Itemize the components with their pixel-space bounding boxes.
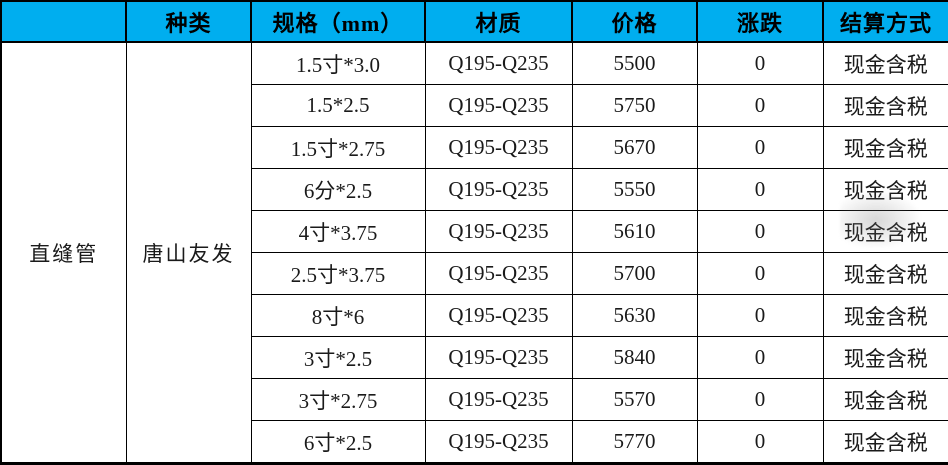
settlement-cell: 现金含税 [822, 84, 948, 127]
spec-cell: 3寸*2.5 [250, 336, 426, 379]
table-row: 8寸*6 Q195-Q235 5630 0 现金含税 [1, 294, 948, 337]
change-cell: 0 [696, 84, 824, 127]
table-row: 4寸*3.75 Q195-Q235 5610 0 现金含税 [1, 210, 948, 253]
table-row: 3寸*2.75 Q195-Q235 5570 0 现金含税 [1, 378, 948, 421]
price-cell: 5610 [571, 210, 698, 253]
table-row: 3寸*2.5 Q195-Q235 5840 0 现金含税 [1, 336, 948, 379]
spec-cell: 6分*2.5 [250, 168, 426, 211]
change-cell: 0 [696, 378, 824, 421]
change-cell: 0 [696, 336, 824, 379]
price-cell: 5700 [571, 252, 698, 295]
price-cell: 5840 [571, 336, 698, 379]
table-row: 6分*2.5 Q195-Q235 5550 0 现金含税 [1, 168, 948, 211]
header-cell-blank [0, 0, 127, 43]
material-cell: Q195-Q235 [424, 294, 573, 337]
header-cell-change: 涨跌 [696, 0, 824, 43]
header-row: 种类 规格（mm） 材质 价格 涨跌 结算方式 [0, 0, 948, 43]
material-cell: Q195-Q235 [424, 210, 573, 253]
change-cell: 0 [696, 210, 824, 253]
spec-cell: 1.5*2.5 [250, 84, 426, 127]
price-cell: 5570 [571, 378, 698, 421]
spec-cell: 1.5寸*2.75 [250, 126, 426, 169]
table-row: 1.5*2.5 Q195-Q235 5750 0 现金含税 [1, 84, 948, 127]
header-cell-type: 种类 [125, 0, 252, 43]
price-cell: 5550 [571, 168, 698, 211]
settlement-cell: 现金含税 [822, 41, 948, 85]
settlement-cell: 现金含税 [822, 336, 948, 379]
header-cell-price: 价格 [571, 0, 698, 43]
settlement-cell: 现金含税 [822, 210, 948, 253]
price-cell: 5770 [571, 420, 698, 464]
change-cell: 0 [696, 252, 824, 295]
price-cell: 5500 [571, 41, 698, 85]
table-header: 种类 规格（mm） 材质 价格 涨跌 结算方式 [0, 0, 948, 43]
change-cell: 0 [696, 41, 824, 85]
header-cell-settlement: 结算方式 [822, 0, 948, 43]
spec-cell: 1.5寸*3.0 [250, 41, 426, 85]
change-cell: 0 [696, 294, 824, 337]
header-cell-spec: 规格（mm） [250, 0, 426, 43]
settlement-cell: 现金含税 [822, 420, 948, 464]
price-cell: 5630 [571, 294, 698, 337]
material-cell: Q195-Q235 [424, 126, 573, 169]
change-cell: 0 [696, 420, 824, 464]
brand-cell: 唐山友发 [125, 41, 252, 464]
price-cell: 5670 [571, 126, 698, 169]
material-cell: Q195-Q235 [424, 168, 573, 211]
table-body: 直缝管 唐山友发 1.5寸*3.0 Q195-Q235 5500 0 现金含税 … [0, 41, 948, 464]
settlement-cell: 现金含税 [822, 126, 948, 169]
change-cell: 0 [696, 168, 824, 211]
material-cell: Q195-Q235 [424, 378, 573, 421]
spec-cell: 8寸*6 [250, 294, 426, 337]
price-cell: 5750 [571, 84, 698, 127]
spec-cell: 6寸*2.5 [250, 420, 426, 464]
spec-cell: 2.5寸*3.75 [250, 252, 426, 295]
material-cell: Q195-Q235 [424, 41, 573, 85]
category-cell: 直缝管 [0, 41, 127, 464]
material-cell: Q195-Q235 [424, 84, 573, 127]
material-cell: Q195-Q235 [424, 420, 573, 464]
settlement-cell: 现金含税 [822, 252, 948, 295]
material-cell: Q195-Q235 [424, 336, 573, 379]
spec-cell: 4寸*3.75 [250, 210, 426, 253]
settlement-cell: 现金含税 [822, 294, 948, 337]
table-row: 直缝管 唐山友发 1.5寸*3.0 Q195-Q235 5500 0 现金含税 [0, 41, 948, 464]
settlement-cell: 现金含税 [822, 168, 948, 211]
spec-cell: 3寸*2.75 [250, 378, 426, 421]
table-row: 2.5寸*3.75 Q195-Q235 5700 0 现金含税 [1, 252, 948, 295]
change-cell: 0 [696, 126, 824, 169]
header-cell-material: 材质 [424, 0, 573, 43]
material-cell: Q195-Q235 [424, 252, 573, 295]
settlement-cell: 现金含税 [822, 378, 948, 421]
